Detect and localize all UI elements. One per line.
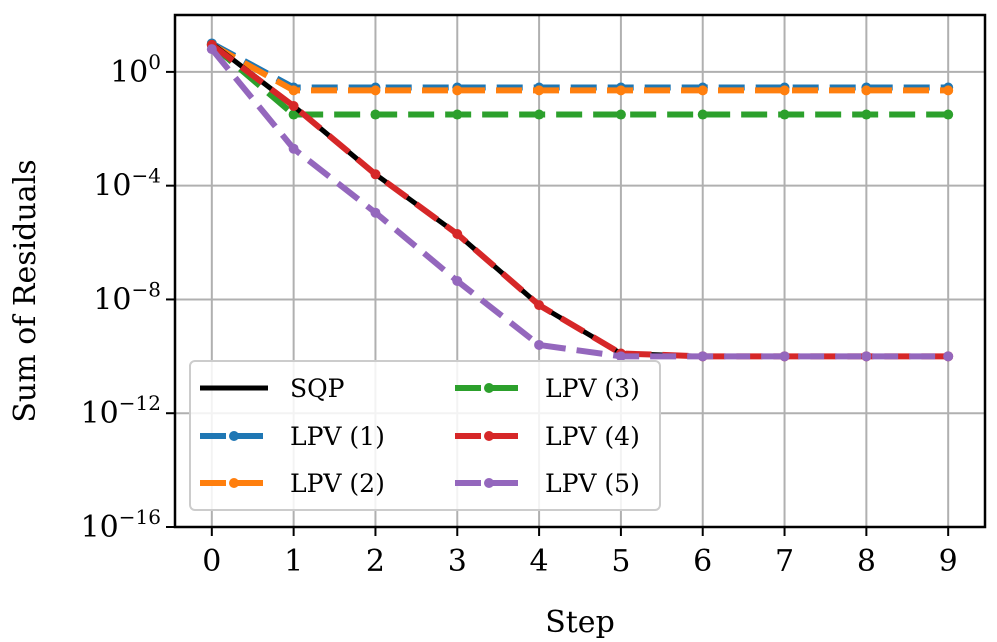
y-tick-label: 10−16 bbox=[81, 505, 161, 545]
legend-marker bbox=[484, 383, 494, 393]
legend-label: LPV (2) bbox=[290, 469, 385, 498]
plot-area-frame bbox=[173, 13, 987, 529]
legend-box bbox=[189, 360, 661, 511]
x-axis-label: Step bbox=[545, 605, 615, 640]
data-point bbox=[534, 109, 545, 120]
legend-label: LPV (1) bbox=[290, 422, 385, 451]
legend-label: SQP bbox=[290, 374, 344, 403]
legend-entry-lpv-2: LPV (2) bbox=[200, 469, 385, 498]
data-point bbox=[779, 109, 790, 120]
x-tick-label: 4 bbox=[530, 544, 549, 579]
series-line bbox=[210, 40, 949, 91]
legend-label: LPV (4) bbox=[545, 422, 640, 451]
series-lpv-5 bbox=[206, 44, 954, 362]
data-point bbox=[370, 207, 381, 218]
data-point bbox=[697, 85, 708, 96]
y-tick-label: 10−8 bbox=[93, 277, 161, 317]
data-point bbox=[452, 229, 463, 240]
data-point bbox=[370, 109, 381, 120]
legend-entry-lpv-3: LPV (3) bbox=[455, 374, 640, 403]
data-point bbox=[370, 169, 381, 180]
data-point bbox=[943, 351, 954, 362]
legend-marker bbox=[484, 431, 494, 441]
x-tick-label: 2 bbox=[366, 544, 385, 579]
data-point bbox=[697, 351, 708, 362]
data-point bbox=[534, 300, 545, 311]
x-tick-label: 5 bbox=[611, 544, 630, 579]
x-tick-label: 7 bbox=[775, 544, 794, 579]
data-point bbox=[943, 85, 954, 96]
data-point bbox=[861, 109, 872, 120]
data-point bbox=[534, 339, 545, 350]
series-line bbox=[209, 42, 949, 118]
series-line bbox=[210, 42, 949, 94]
y-axis-label: Sum of Residuals bbox=[8, 159, 43, 422]
data-point bbox=[288, 143, 299, 154]
legend: SQP LPV (1) LPV (2) LPV (3) LPV (4) LPV (5) bbox=[189, 360, 661, 511]
x-tick-label: 3 bbox=[448, 544, 467, 579]
data-point bbox=[615, 351, 626, 362]
legend-label: LPV (3) bbox=[545, 374, 640, 403]
data-point bbox=[288, 109, 299, 120]
data-point bbox=[779, 85, 790, 96]
data-point bbox=[452, 275, 463, 286]
data-point bbox=[452, 109, 463, 120]
legend-entry-sqp: SQP bbox=[200, 374, 344, 403]
x-tick-label: 1 bbox=[284, 544, 303, 579]
data-point bbox=[288, 101, 299, 112]
axis-ticks: 0 1 2 3 4 5 6 7 8 9 100 10−4 10−8 10−12 10−16 bbox=[81, 50, 958, 579]
y-tick-label: 100 bbox=[110, 50, 161, 90]
legend-label: LPV (5) bbox=[545, 469, 640, 498]
legend-entry-lpv-4: LPV (4) bbox=[455, 422, 640, 451]
data-point bbox=[288, 85, 299, 96]
data-point bbox=[779, 351, 790, 362]
data-point bbox=[615, 85, 626, 96]
data-point bbox=[861, 85, 872, 96]
data-point bbox=[534, 85, 545, 96]
x-tick-label: 8 bbox=[857, 544, 876, 579]
data-point bbox=[861, 351, 872, 362]
series-lpv-1 bbox=[206, 38, 954, 93]
y-tick-label: 10−4 bbox=[93, 164, 161, 204]
data-point bbox=[370, 85, 381, 96]
legend-marker bbox=[484, 478, 494, 488]
series-lines bbox=[206, 38, 954, 362]
legend-marker bbox=[229, 431, 239, 441]
x-tick-label: 6 bbox=[693, 544, 712, 579]
series-lpv-3 bbox=[206, 39, 954, 120]
data-point bbox=[206, 44, 217, 55]
data-point bbox=[697, 109, 708, 120]
x-tick-label: 9 bbox=[939, 544, 958, 579]
legend-marker bbox=[229, 478, 239, 488]
y-tick-label: 10−12 bbox=[81, 391, 161, 431]
legend-entry-lpv-5: LPV (5) bbox=[455, 469, 640, 498]
data-point bbox=[615, 109, 626, 120]
series-line bbox=[210, 42, 949, 360]
data-point bbox=[452, 85, 463, 96]
data-point bbox=[943, 109, 954, 120]
series-line bbox=[209, 47, 949, 360]
x-tick-label: 0 bbox=[202, 544, 221, 579]
legend-entry-lpv-1: LPV (1) bbox=[200, 422, 385, 451]
